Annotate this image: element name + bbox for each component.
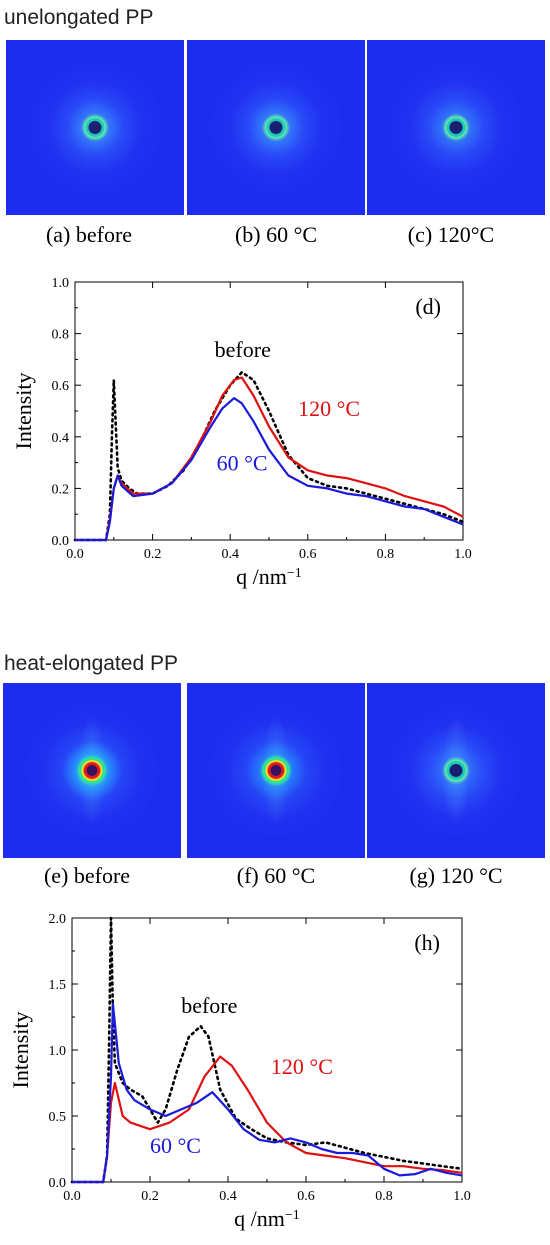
x-tick-label: 0.2 [141,1189,159,1204]
y-tick-label: 0.5 [49,1110,67,1125]
caption-e: (e) before [43,863,131,888]
x-tick-label: 0.4 [219,1189,237,1204]
series-line-60c [75,397,464,542]
x-tick-label: 0.2 [144,547,162,562]
y-tick-label: 1.5 [49,978,67,993]
x-tick-label: 0.0 [63,1189,81,1204]
series-line-120c [75,376,464,542]
y-tick-label: 0.8 [52,328,70,343]
series-label: 60 °C [150,1133,201,1158]
series-label: 120 °C [271,1054,333,1079]
y-tick-label: 0.4 [52,431,70,446]
x-tick-label: 0.6 [299,547,317,562]
x-tick-label: 0.4 [221,547,239,562]
y-axis-label: Intensity [8,1012,33,1089]
series-label: 60 °C [217,450,268,475]
x-tick-label: 0.6 [297,1189,315,1204]
y-tick-label: 2.0 [49,912,67,927]
y-tick-label: 1.0 [52,276,70,291]
x-tick-label: 0.8 [377,547,395,562]
section-title-unelongated: unelongated PP [4,6,154,29]
caption-g: (g) 120 °C [409,863,503,888]
series-line-60c [72,1002,463,1184]
saxs-image-g [367,683,545,858]
x-axis-label: q /nm−1 [234,1206,300,1231]
series-label: 120 °C [298,396,360,421]
x-tick-label: 0.0 [66,547,84,562]
series-line-120c [72,1055,463,1184]
panel-label: (h) [414,930,440,955]
saxs-image-b [187,40,365,215]
caption-f: (f) 60 °C [236,863,316,888]
y-tick-label: 0.2 [52,482,70,497]
saxs-image-e [3,683,181,858]
series-line-before [73,371,465,542]
x-axis-label: q /nm−1 [236,564,302,589]
caption-a: (a) before [45,222,133,247]
plot-frame [71,917,463,1183]
panel-label: (d) [415,294,441,319]
section-title-heat-elongated: heat-elongated PP [4,652,178,675]
saxs-image-a [6,40,184,215]
caption-b: (b) 60 °C [234,222,318,247]
chart-h: 0.0 0.2 0.4 0.6 0.8 1.0 0.0 0.5 1.0 1.5 2.0 q /nm−1… [8,912,471,1231]
series-line-before [70,916,464,1184]
saxs-image-c [367,40,545,215]
series-label: before [215,337,271,362]
y-tick-label: 0.6 [52,379,70,394]
saxs-image-f [187,683,365,858]
x-tick-label: 0.8 [375,1189,393,1204]
y-tick-label: 0.0 [49,1176,67,1191]
y-axis-label: Intensity [11,373,36,450]
chart-d: 0.0 0.2 0.4 0.6 0.8 1.0 0.0 0.2 0.4 0.6 0.8 1.0 q /n… [11,276,472,589]
y-tick-label: 1.0 [49,1044,67,1059]
x-tick-label: 1.0 [453,1189,471,1204]
x-tick-label: 1.0 [454,547,472,562]
series-label: before [181,993,237,1018]
y-tick-label: 0.0 [52,534,70,549]
caption-c: (c) 120°C [407,222,495,247]
